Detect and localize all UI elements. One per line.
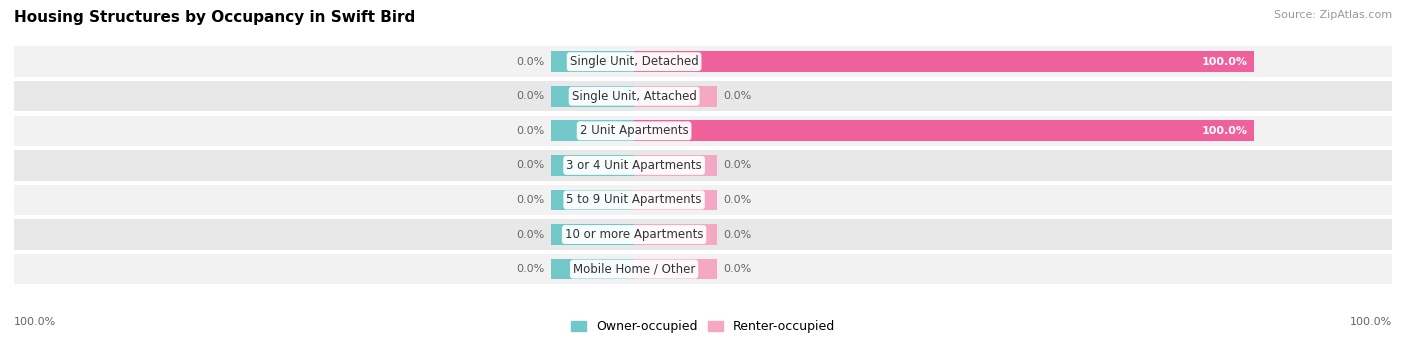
Bar bbox=[634, 259, 717, 280]
Text: Housing Structures by Occupancy in Swift Bird: Housing Structures by Occupancy in Swift… bbox=[14, 10, 415, 25]
Bar bbox=[551, 86, 634, 107]
Text: 0.0%: 0.0% bbox=[724, 229, 752, 239]
Text: Source: ZipAtlas.com: Source: ZipAtlas.com bbox=[1274, 10, 1392, 20]
Bar bbox=[634, 120, 1254, 141]
Text: 100.0%: 100.0% bbox=[1201, 57, 1247, 66]
Text: 0.0%: 0.0% bbox=[516, 229, 544, 239]
Bar bbox=[14, 219, 1392, 250]
Text: 0.0%: 0.0% bbox=[724, 195, 752, 205]
Text: 0.0%: 0.0% bbox=[516, 160, 544, 170]
Text: 0.0%: 0.0% bbox=[516, 195, 544, 205]
Bar bbox=[634, 155, 717, 176]
Text: Single Unit, Detached: Single Unit, Detached bbox=[569, 55, 699, 68]
Bar bbox=[634, 190, 717, 210]
Text: 0.0%: 0.0% bbox=[724, 160, 752, 170]
Text: Single Unit, Attached: Single Unit, Attached bbox=[572, 90, 696, 103]
Text: 5 to 9 Unit Apartments: 5 to 9 Unit Apartments bbox=[567, 193, 702, 206]
Legend: Owner-occupied, Renter-occupied: Owner-occupied, Renter-occupied bbox=[567, 315, 839, 338]
Bar bbox=[551, 190, 634, 210]
Bar bbox=[634, 224, 717, 245]
Bar bbox=[14, 254, 1392, 284]
Bar bbox=[551, 120, 634, 141]
Text: 0.0%: 0.0% bbox=[724, 264, 752, 274]
Bar bbox=[14, 116, 1392, 146]
Text: 0.0%: 0.0% bbox=[724, 91, 752, 101]
Bar bbox=[14, 150, 1392, 181]
Bar bbox=[634, 51, 1254, 72]
Text: 0.0%: 0.0% bbox=[516, 264, 544, 274]
Text: 100.0%: 100.0% bbox=[1201, 126, 1247, 136]
Bar bbox=[551, 259, 634, 280]
Bar bbox=[14, 185, 1392, 215]
Text: 0.0%: 0.0% bbox=[516, 91, 544, 101]
Bar bbox=[14, 81, 1392, 112]
Text: 100.0%: 100.0% bbox=[14, 317, 56, 327]
Text: 100.0%: 100.0% bbox=[1350, 317, 1392, 327]
Bar bbox=[551, 51, 634, 72]
Text: 3 or 4 Unit Apartments: 3 or 4 Unit Apartments bbox=[567, 159, 702, 172]
Text: 0.0%: 0.0% bbox=[516, 126, 544, 136]
Bar bbox=[14, 46, 1392, 77]
Bar bbox=[551, 224, 634, 245]
Text: 10 or more Apartments: 10 or more Apartments bbox=[565, 228, 703, 241]
Bar bbox=[551, 155, 634, 176]
Text: Mobile Home / Other: Mobile Home / Other bbox=[572, 263, 696, 276]
Text: 2 Unit Apartments: 2 Unit Apartments bbox=[579, 124, 689, 137]
Text: 0.0%: 0.0% bbox=[516, 57, 544, 66]
Bar bbox=[634, 86, 717, 107]
